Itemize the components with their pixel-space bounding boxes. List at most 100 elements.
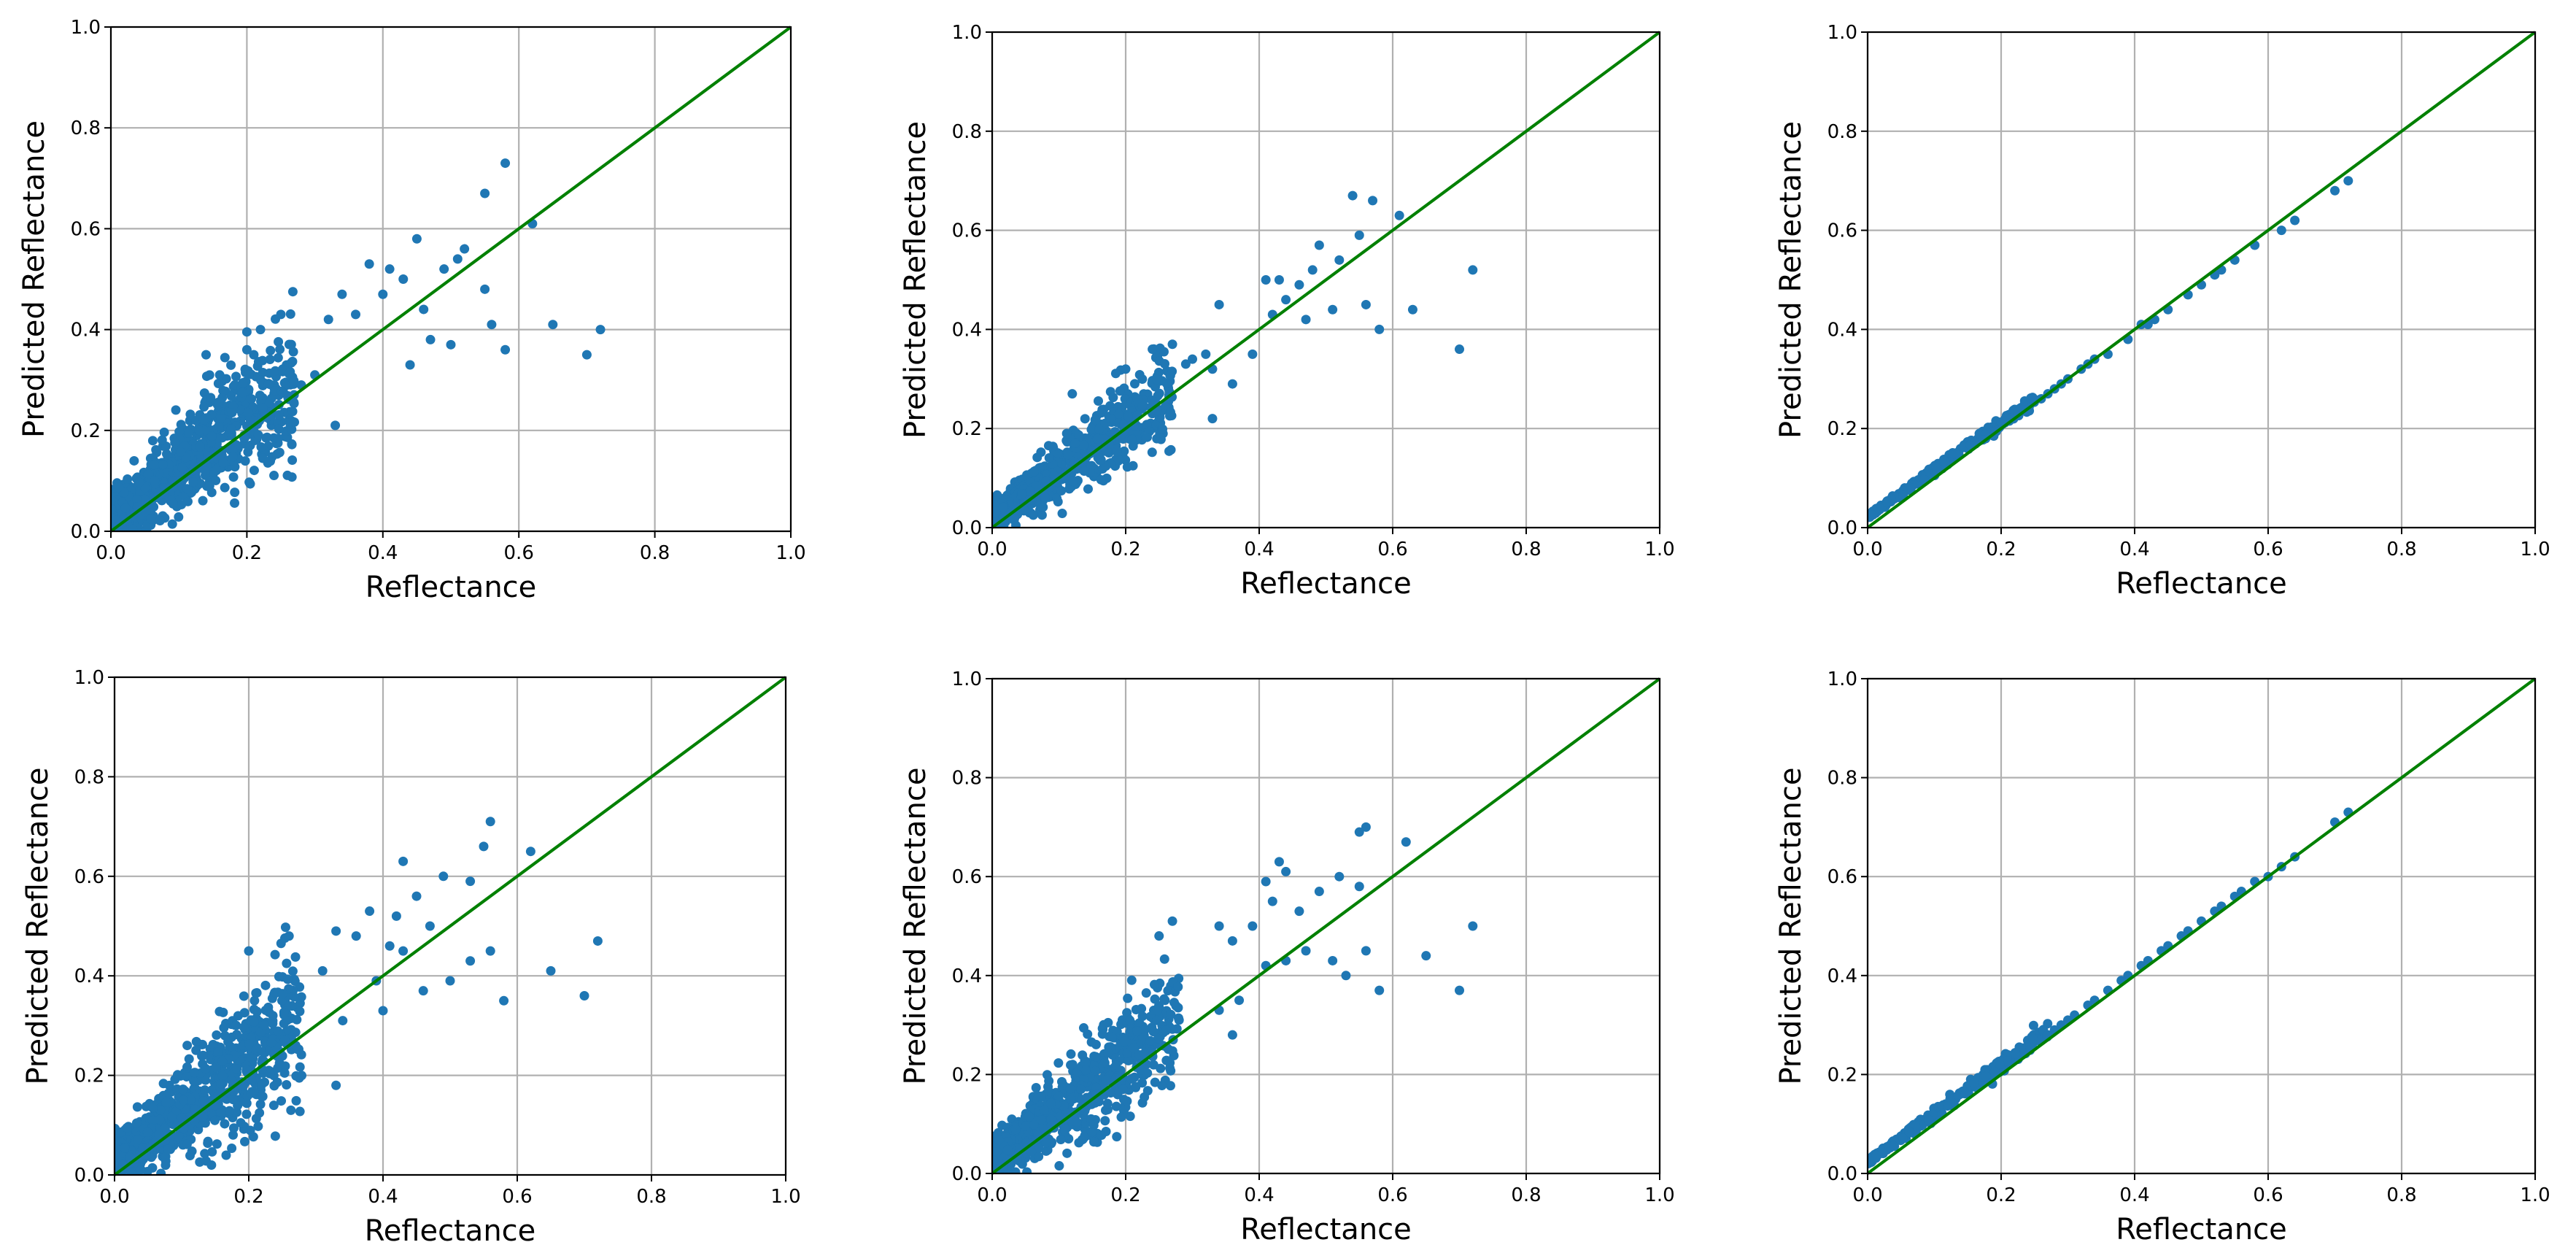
- scatter-point: [331, 926, 341, 936]
- scatter-point: [200, 1085, 209, 1095]
- scatter-point: [114, 482, 123, 492]
- x-tick-label: 0.8: [1511, 1184, 1541, 1206]
- scatter-point: [136, 1165, 146, 1174]
- scatter-point: [227, 1076, 236, 1085]
- x-tick-label: 0.2: [1110, 1184, 1140, 1206]
- scatter-point: [242, 345, 252, 355]
- y-tick-label: 0.4: [952, 965, 982, 987]
- scatter-point: [247, 394, 256, 404]
- scatter-point: [1068, 477, 1078, 486]
- scatter-point: [174, 512, 183, 522]
- scatter-point: [207, 431, 217, 441]
- scatter-point: [1142, 988, 1151, 998]
- scatter-point: [297, 1071, 306, 1080]
- scatter-point: [1261, 876, 1271, 886]
- x-tick-label: 0.6: [502, 1186, 532, 1208]
- scatter-point: [158, 436, 167, 445]
- scatter-point: [378, 290, 387, 299]
- scatter-point: [238, 388, 247, 398]
- scatter-point: [1089, 1137, 1099, 1146]
- scatter-point: [1118, 1084, 1128, 1094]
- scatter-point: [295, 1107, 305, 1117]
- scatter-point: [1040, 1106, 1049, 1115]
- scatter-point: [398, 947, 408, 956]
- scatter-point: [1150, 980, 1159, 990]
- scatter-point: [147, 514, 156, 524]
- scatter-point: [176, 447, 185, 457]
- scatter-point: [2330, 186, 2340, 196]
- scatter-point: [1066, 1049, 1075, 1059]
- y-axis-label: Predicted Reflectance: [21, 767, 55, 1084]
- scatter-point: [288, 966, 298, 976]
- scatter-point: [230, 498, 239, 508]
- scatter-point: [412, 234, 422, 244]
- scatter-point: [1040, 493, 1050, 502]
- scatter-point: [182, 1041, 192, 1050]
- scatter-point: [412, 892, 422, 901]
- x-tick-label: 0.8: [2386, 1184, 2416, 1206]
- scatter-point: [241, 1109, 251, 1119]
- scatter-point: [288, 406, 298, 416]
- y-tick-label: 0.8: [952, 121, 982, 143]
- scatter-point: [201, 466, 210, 476]
- scatter-point: [1062, 1149, 1072, 1158]
- scatter-point: [266, 1038, 276, 1047]
- scatter-point: [274, 353, 283, 363]
- scatter-point: [1361, 946, 1371, 955]
- scatter-point: [1011, 520, 1021, 530]
- scatter-point: [1127, 435, 1137, 444]
- x-tick-label: 0.6: [2253, 539, 2283, 560]
- scatter-point: [256, 325, 266, 334]
- scatter-point: [218, 1008, 228, 1017]
- scatter-point: [426, 335, 436, 344]
- y-tick-label: 0.2: [1827, 418, 1857, 440]
- scatter-point: [1395, 211, 1404, 220]
- scatter-point: [252, 1114, 261, 1123]
- scatter-point: [425, 922, 435, 931]
- scatter-point: [446, 976, 455, 986]
- scatter-point: [274, 425, 284, 434]
- scatter-point: [1120, 1037, 1129, 1046]
- scatter-point: [196, 442, 205, 452]
- scatter-point: [1995, 1060, 2005, 1069]
- scatter-point: [269, 1081, 279, 1090]
- scatter-point: [185, 1151, 195, 1160]
- scatter-point: [365, 259, 374, 269]
- scatter-point: [134, 478, 144, 487]
- scatter-point: [274, 972, 284, 982]
- scatter-point: [352, 931, 361, 941]
- scatter-point: [254, 357, 263, 366]
- scatter-point: [1121, 364, 1131, 374]
- scatter-point: [1883, 498, 1892, 507]
- y-tick-label: 0.2: [71, 420, 101, 442]
- scatter-point: [285, 931, 294, 941]
- scatter-point: [148, 1103, 158, 1113]
- scatter-point: [1058, 509, 1067, 518]
- scatter-point: [1374, 325, 1384, 334]
- x-tick-label: 0.4: [2119, 1184, 2149, 1206]
- scatter-point: [1143, 1086, 1153, 1095]
- scatter-point: [1281, 867, 1291, 876]
- scatter-point: [1053, 1058, 1063, 1068]
- scatter-point: [274, 410, 284, 420]
- scatter-point: [218, 1071, 228, 1080]
- scatter-point: [1294, 280, 1304, 290]
- scatter-point: [1081, 1065, 1091, 1075]
- x-tick-label: 0.8: [636, 1186, 666, 1208]
- x-axis-label: Reflectance: [2116, 567, 2287, 601]
- scatter-point: [499, 996, 508, 1006]
- scatter-point: [1948, 449, 1957, 458]
- scatter-point: [217, 393, 227, 403]
- y-tick-label: 0.6: [952, 220, 982, 242]
- scatter-point: [419, 304, 428, 314]
- scatter-point: [1355, 828, 1364, 837]
- y-tick-label: 0.8: [71, 117, 101, 139]
- x-tick-label: 0.4: [368, 1186, 398, 1208]
- scatter-point: [192, 1037, 201, 1046]
- scatter-point: [1107, 1033, 1117, 1042]
- scatter-point: [2343, 176, 2353, 185]
- scatter-point: [1468, 922, 1477, 931]
- y-tick-label: 0.4: [74, 965, 104, 987]
- scatter-point: [220, 483, 230, 493]
- scatter-point: [220, 1031, 230, 1041]
